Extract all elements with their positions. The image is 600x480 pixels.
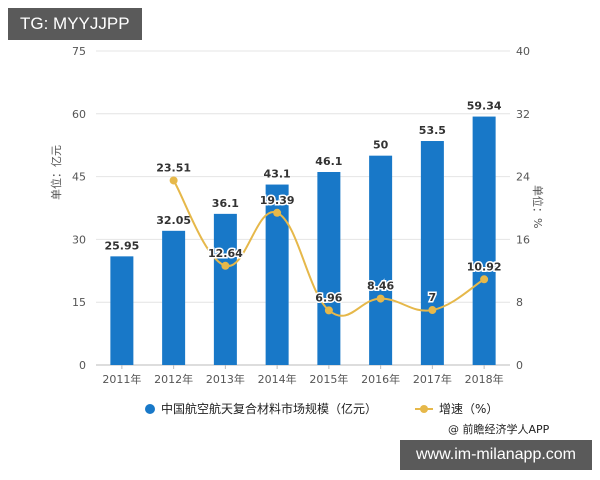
line-point (273, 208, 282, 217)
x-tick-label: 2014年 (258, 372, 297, 386)
x-tick-label: 2011年 (102, 372, 141, 386)
line-point (221, 261, 230, 270)
bar-value-label: 50 (373, 139, 389, 152)
line-value-label: 23.51 (156, 161, 191, 174)
y-tick-right: 0 (516, 359, 523, 372)
y-tick-right: 16 (516, 233, 530, 246)
bar (420, 141, 444, 365)
line-point (428, 306, 437, 315)
bar-value-label: 46.1 (315, 155, 342, 168)
y-tick-left: 0 (79, 359, 86, 372)
line-value-label: 8.46 (367, 280, 394, 293)
bar-value-label: 25.95 (104, 239, 139, 252)
bar-value-label: 59.34 (467, 100, 502, 113)
site-badge: www.im-milanapp.com (400, 440, 592, 470)
line-point (480, 275, 489, 284)
line-value-label: 6.96 (315, 291, 342, 304)
legend: 中国航空航天复合材料市场规模（亿元） 增速（%） (145, 400, 498, 417)
bar (162, 230, 186, 365)
line-value-label: 12.64 (208, 247, 243, 260)
x-tick-label: 2015年 (309, 372, 348, 386)
legend-label: 中国航空航天复合材料市场规模（亿元） (161, 402, 378, 416)
y-tick-right: 40 (516, 45, 530, 58)
line-point (376, 294, 385, 303)
y-tick-right: 32 (516, 108, 530, 121)
bar (110, 256, 134, 365)
y-tick-left: 75 (72, 45, 86, 58)
legend-item-market-size: 中国航空航天复合材料市场规模（亿元） (145, 400, 377, 417)
x-tick-label: 2017年 (413, 372, 452, 386)
y-tick-left: 60 (72, 108, 86, 121)
x-tick-label: 2012年 (154, 372, 193, 386)
line-value-label: 7 (429, 291, 437, 304)
y-tick-left: 45 (72, 171, 86, 184)
bar-value-label: 32.05 (156, 214, 191, 227)
line-value-label: 19.39 (260, 194, 295, 207)
bar (317, 171, 341, 365)
line-point (169, 176, 178, 185)
y-tick-right: 8 (516, 296, 523, 309)
y-tick-left: 15 (72, 296, 86, 309)
x-tick-label: 2013年 (206, 372, 245, 386)
source-credit: @ 前瞻经济学人APP (448, 423, 550, 436)
bar (472, 116, 496, 365)
y-tick-left: 30 (72, 233, 86, 246)
y-tick-right: 24 (516, 171, 530, 184)
y-axis-label-left: 单位：亿元 (50, 145, 63, 200)
line-value-label: 10.92 (467, 260, 502, 273)
y-axis-label-right: 单位：% (531, 185, 544, 229)
circle-marker-icon (145, 403, 155, 414)
tg-badge: TG: MYYJJPP (8, 8, 142, 40)
bar (265, 184, 289, 365)
bar-value-label: 36.1 (212, 197, 239, 210)
legend-item-growth-rate: 增速（%） (415, 400, 498, 417)
bar (369, 155, 393, 365)
bar-value-label: 43.1 (264, 168, 291, 181)
line-marker-icon (415, 404, 434, 414)
line-point (324, 306, 333, 315)
x-tick-label: 2018年 (465, 372, 504, 386)
legend-label: 增速（%） (439, 402, 499, 416)
x-tick-label: 2016年 (361, 372, 400, 386)
bar-value-label: 53.5 (419, 124, 446, 137)
bar (213, 213, 237, 365)
